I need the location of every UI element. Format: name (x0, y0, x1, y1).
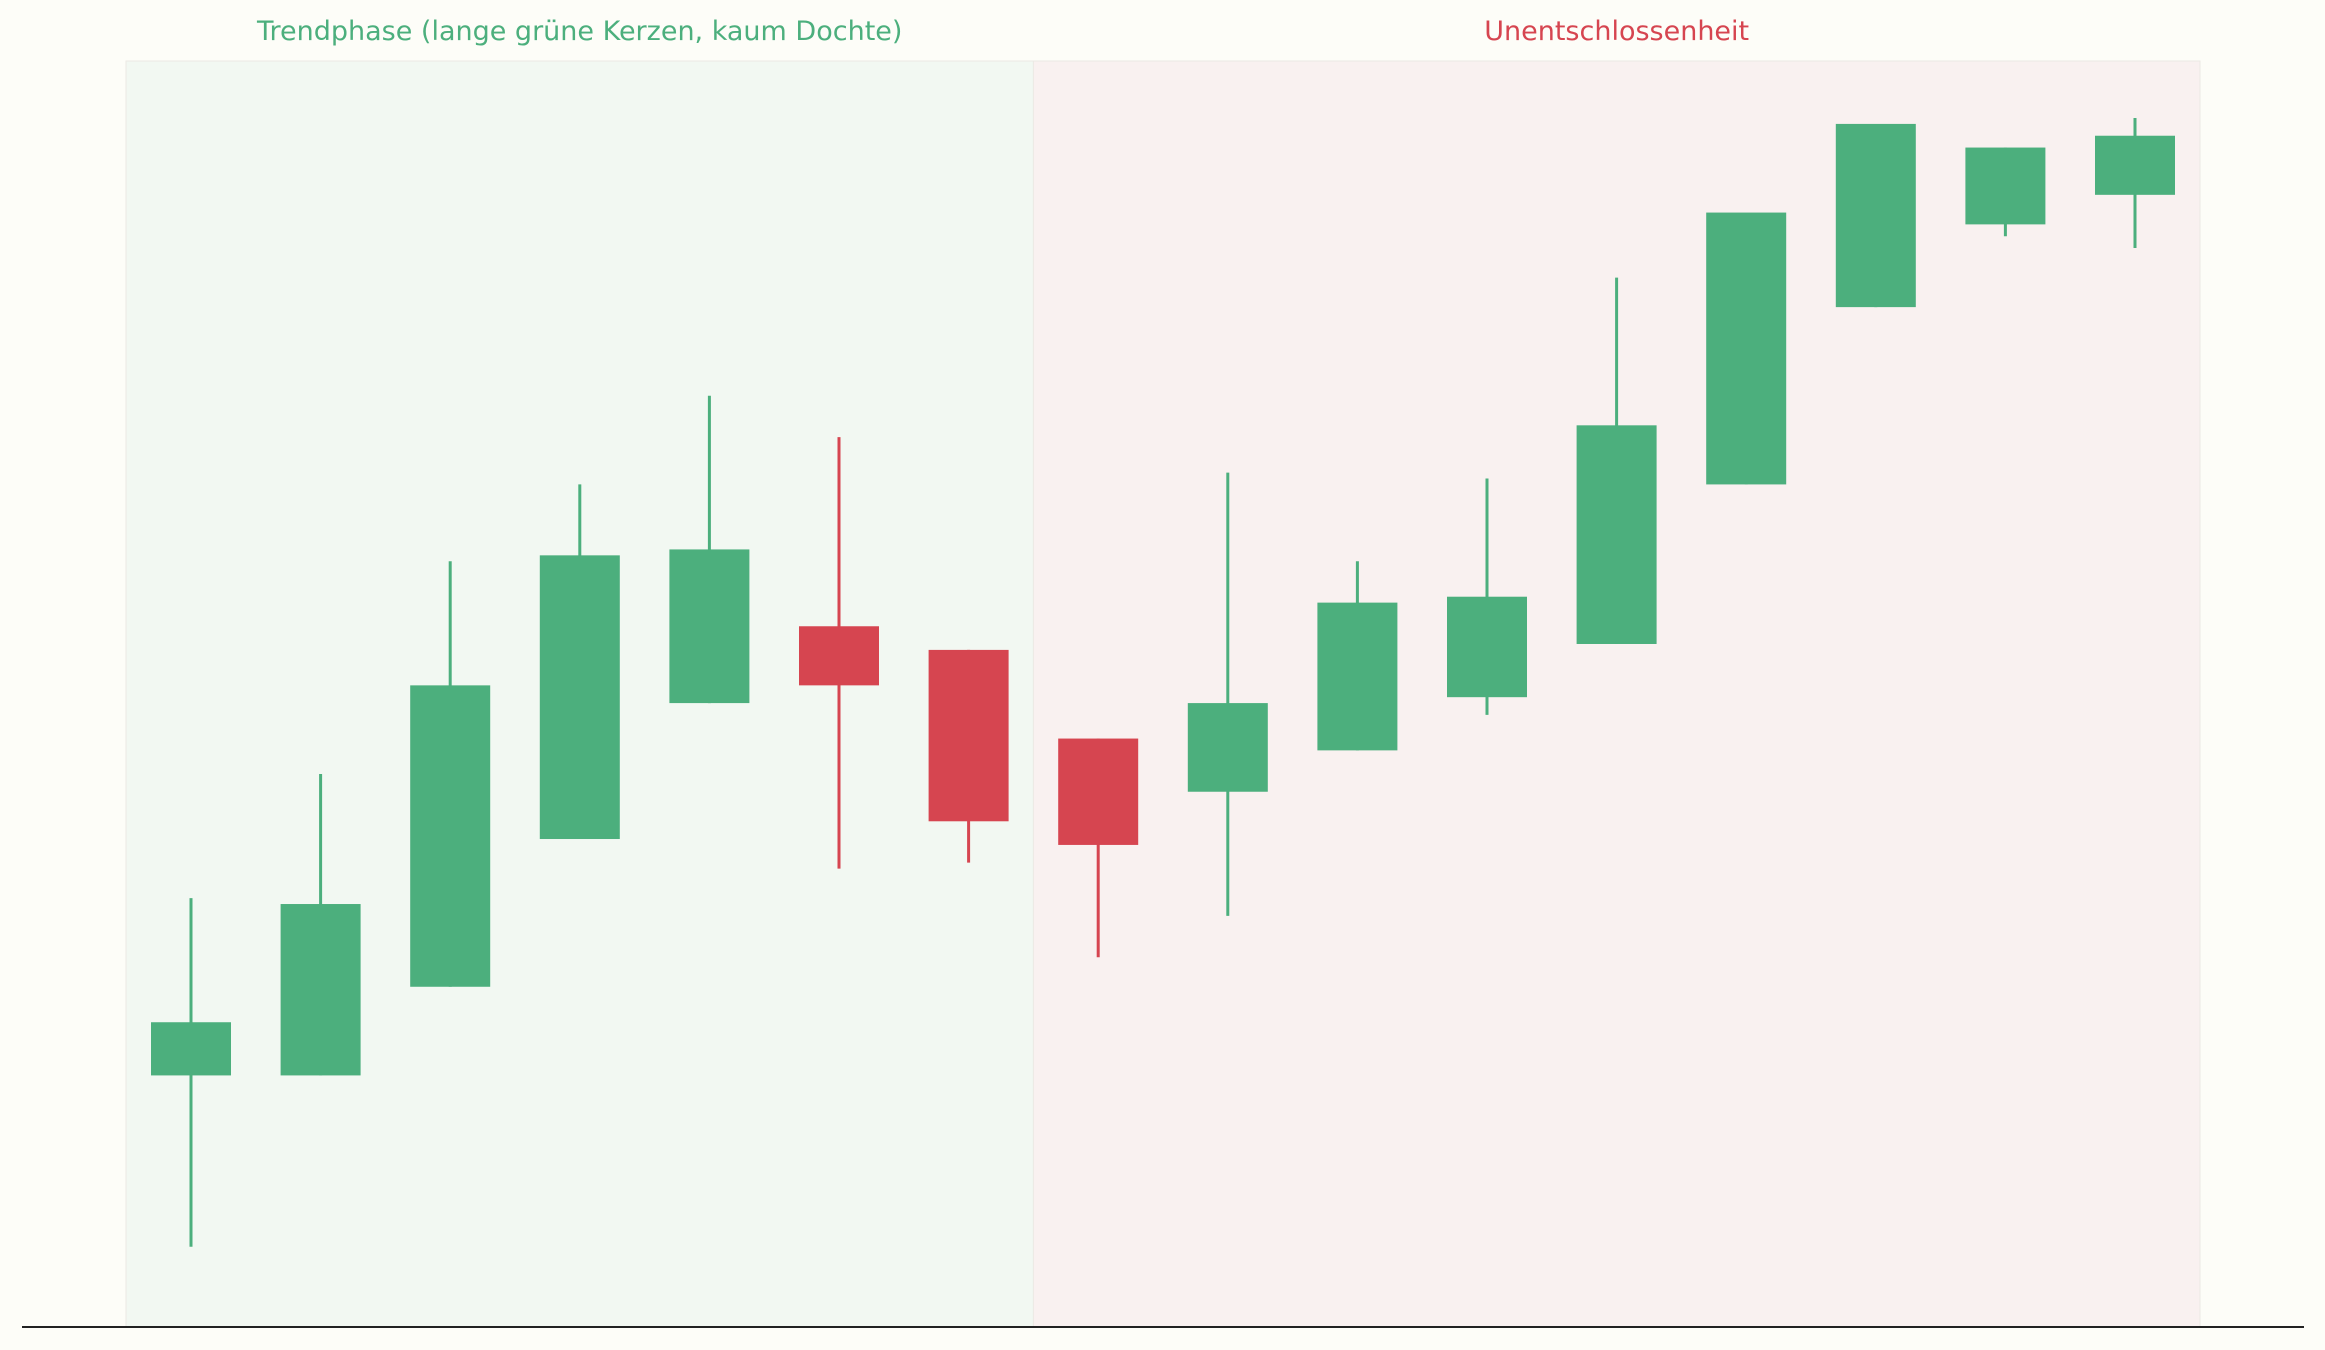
candle-16 (2095, 118, 2175, 249)
candle-body-5 (669, 549, 750, 704)
zones-layer: Trendphase (lange grüne Kerzen, kaum Doc… (125, 16, 2201, 1328)
candle-body-6 (799, 626, 879, 686)
zone-label-2: Unentschlossenheit (1484, 16, 1749, 47)
candle-body-1 (151, 1022, 231, 1076)
candle-body-16 (2095, 135, 2175, 195)
candle-13 (1706, 212, 1787, 485)
candle-body-3 (410, 685, 491, 987)
candle-7 (928, 649, 1009, 863)
candle-11 (1447, 478, 1527, 715)
candles-layer (151, 118, 2175, 1247)
candle-5 (669, 395, 750, 704)
candle-8 (1058, 738, 1139, 958)
candle-6 (799, 437, 879, 869)
candle-body-9 (1187, 703, 1268, 792)
candle-9 (1187, 472, 1268, 916)
candle-body-4 (539, 555, 620, 840)
candle-body-2 (280, 904, 361, 1076)
candle-body-13 (1706, 212, 1787, 485)
candle-body-8 (1058, 738, 1139, 845)
candle-body-14 (1835, 123, 1916, 308)
candle-2 (280, 774, 361, 1076)
candle-body-11 (1447, 596, 1527, 698)
candle-body-12 (1576, 425, 1657, 644)
candle-body-15 (1965, 147, 2046, 225)
candle-4 (539, 484, 620, 840)
candle-10 (1317, 561, 1398, 751)
zone-label-1: Trendphase (lange grüne Kerzen, kaum Doc… (256, 16, 902, 47)
candle-body-10 (1317, 602, 1398, 751)
candle-body-7 (928, 649, 1009, 822)
candle-1 (151, 898, 231, 1247)
zone-background-2 (1032, 60, 2201, 1328)
candle-12 (1576, 277, 1657, 644)
candle-3 (410, 561, 491, 987)
candle-15 (1965, 147, 2046, 237)
candle-14 (1835, 123, 1916, 308)
